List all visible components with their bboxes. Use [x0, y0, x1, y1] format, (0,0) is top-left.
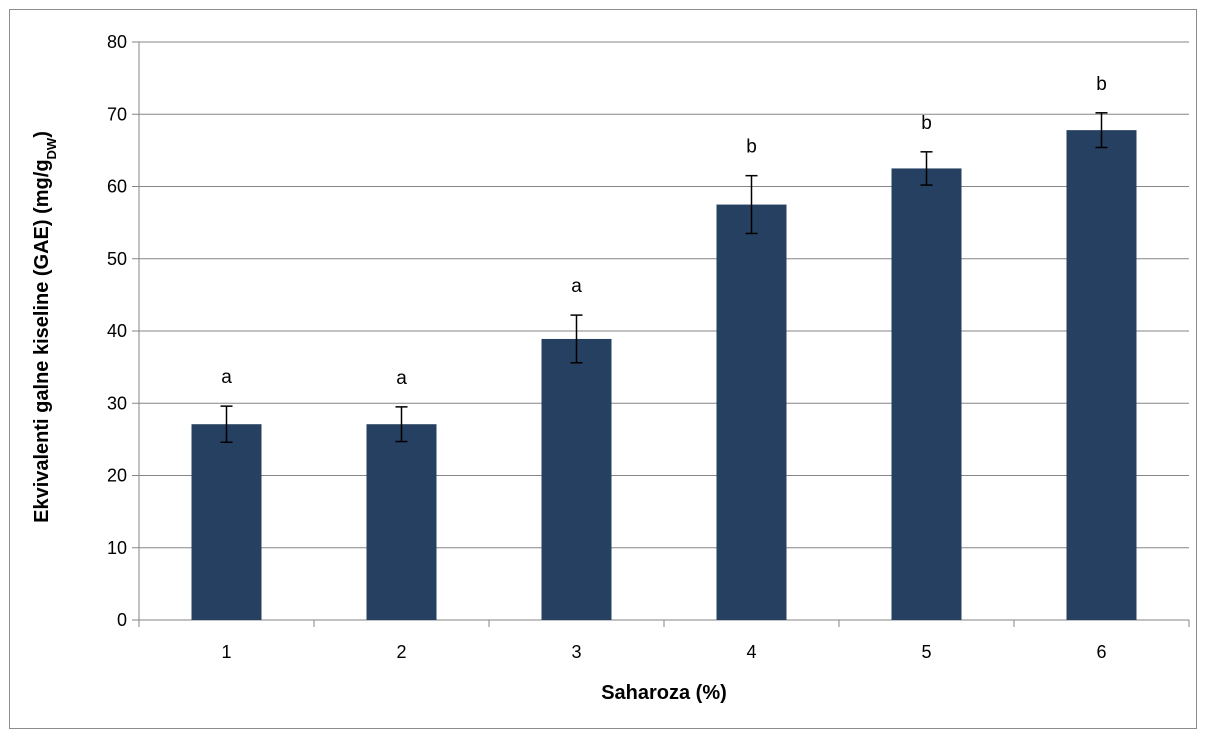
y-tick-label: 60	[107, 177, 127, 197]
significance-label: b	[1096, 74, 1107, 95]
axes	[132, 41, 1190, 627]
y-axis-title-subscript: DW	[44, 137, 59, 159]
x-tick-label: 5	[921, 642, 931, 662]
bar	[1066, 130, 1137, 620]
y-tick-label: 0	[117, 610, 127, 630]
y-tick-label: 30	[107, 393, 127, 413]
significance-label: a	[571, 276, 582, 297]
x-tick-label: 2	[396, 642, 406, 662]
bar	[716, 204, 787, 620]
x-tick-label: 1	[221, 642, 231, 662]
y-tick-label: 70	[107, 104, 127, 124]
labels: 0 10 20 30 40 50 60 70 80 a 1 a 2 a 3 b 4 b 5 b 6	[107, 32, 1107, 662]
y-axis-title-main: Ekvivalenti galne kiseline (GAE) (mg/g	[31, 159, 53, 522]
significance-label: b	[921, 113, 932, 134]
x-tick-label: 3	[571, 642, 581, 662]
y-axis-title-suffix: )	[31, 131, 53, 138]
y-tick-label: 80	[107, 32, 127, 52]
y-tick-label: 50	[107, 249, 127, 269]
bar	[541, 338, 612, 620]
x-tick-label: 4	[746, 642, 756, 662]
bars	[191, 130, 1137, 620]
y-tick-label: 20	[107, 466, 127, 486]
bar	[366, 424, 437, 620]
x-axis-title: Saharoza (%)	[601, 682, 727, 704]
y-tick-label: 10	[107, 538, 127, 558]
gridlines	[139, 41, 1189, 549]
x-tick-label: 6	[1096, 642, 1106, 662]
y-tick-label: 40	[107, 321, 127, 341]
bar	[891, 168, 962, 620]
bar	[191, 424, 262, 620]
error-bars	[220, 112, 1108, 444]
significance-label: b	[746, 137, 757, 158]
significance-label: a	[221, 367, 232, 388]
y-axis-title: Ekvivalenti galne kiseline (GAE) (mg/gDW…	[31, 131, 59, 523]
significance-label: a	[396, 368, 407, 389]
